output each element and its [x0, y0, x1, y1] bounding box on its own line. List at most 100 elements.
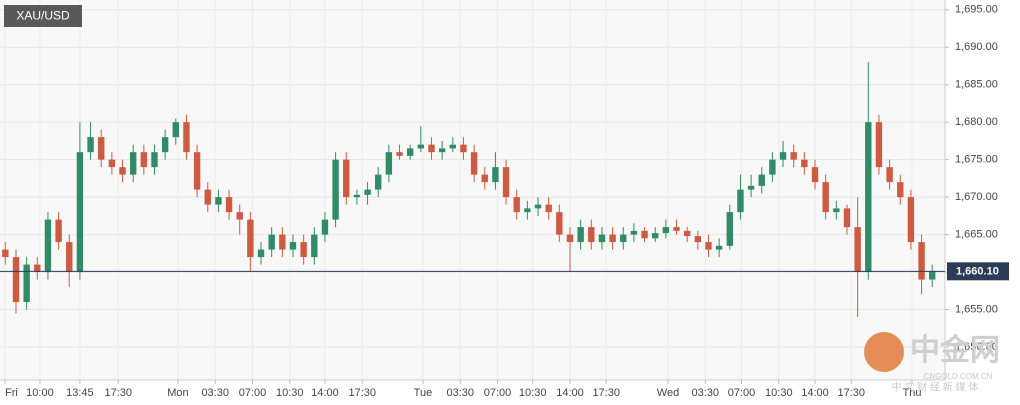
x-tick-label: 07:00: [484, 387, 512, 399]
candle-body: [438, 148, 446, 153]
candle-body: [289, 242, 297, 250]
candle-body: [55, 219, 62, 243]
candle-body: [183, 122, 190, 153]
candle-body: [588, 227, 595, 243]
candle-body: [225, 197, 233, 213]
candle-body: [620, 234, 627, 243]
x-tick-label: 03:30: [692, 387, 720, 399]
symbol: XAU/USD: [16, 9, 70, 23]
candle-body: [779, 152, 787, 160]
candle-body: [641, 230, 648, 239]
x-tick-label: 10:30: [519, 387, 547, 399]
candle-body: [385, 152, 393, 175]
candle-body: [865, 122, 872, 273]
x-tick-label: 17:30: [837, 387, 865, 399]
x-tick-label: 10:00: [26, 387, 54, 399]
x-tick-label: 13:45: [66, 387, 94, 399]
candle-body: [353, 194, 361, 198]
x-tick-label: 14:00: [801, 387, 829, 399]
watermark-slogan: 中 文 财 经 新 媒 体: [892, 381, 979, 394]
candle-body: [34, 264, 41, 273]
x-tick-label: 03:30: [446, 387, 474, 399]
y-tick-label: 1,675.00: [955, 154, 998, 166]
candle-body: [715, 245, 723, 250]
x-tick-label: 10:30: [765, 387, 793, 399]
candle-body: [556, 212, 563, 235]
symbol-box: [4, 5, 82, 27]
candle-body: [76, 152, 84, 273]
candle-body: [470, 152, 478, 175]
candle-body: [98, 137, 105, 160]
candle-body: [769, 159, 776, 175]
x-tick-label: Tue: [414, 387, 433, 399]
y-tick-label: 1,680.00: [955, 116, 998, 128]
candle-body: [524, 208, 531, 213]
x-tick-label: Fri: [5, 387, 18, 399]
watermark-site: CNGOLD.COM.CN: [924, 372, 993, 381]
y-tick-label: 1,670.00: [955, 191, 998, 203]
x-tick-label: 17:30: [592, 387, 620, 399]
x-tick-label: Mon: [167, 387, 188, 399]
candle-body: [23, 264, 30, 303]
candle-body: [683, 230, 691, 237]
candle-body: [129, 152, 137, 175]
candle-body: [630, 230, 638, 235]
candle-body: [364, 189, 371, 195]
candle-body: [907, 197, 915, 243]
candle-body: [300, 242, 307, 258]
candle-body: [875, 122, 883, 168]
y-tick-label: 1,690.00: [955, 41, 998, 53]
candle-body: [204, 189, 211, 205]
candle-body: [44, 219, 52, 273]
candle-body: [929, 271, 936, 280]
candle-body: [897, 182, 904, 198]
x-tick-label: 10:30: [276, 387, 304, 399]
candle-body: [108, 159, 116, 168]
candle-body: [513, 197, 520, 213]
candle-body: [843, 208, 851, 228]
candle-body: [172, 122, 179, 138]
candle-body: [161, 137, 169, 153]
candle-body: [705, 242, 712, 250]
candle-body: [311, 234, 318, 258]
candle-body: [673, 227, 680, 231]
x-tick-label: Wed: [657, 387, 679, 399]
candle-body: [737, 189, 744, 213]
candle-body: [332, 159, 339, 220]
x-tick-label: 07:00: [728, 387, 756, 399]
x-tick-label: 14:00: [556, 387, 584, 399]
x-tick-label: Thu: [902, 387, 921, 399]
x-tick-label: 17:30: [104, 387, 132, 399]
y-tick-label: 1,655.00: [955, 303, 998, 315]
candles: [2, 62, 936, 318]
y-tick-label: 1,695.00: [955, 4, 998, 16]
y-tick-label: 1,685.00: [955, 79, 998, 91]
candle-body: [417, 144, 425, 149]
candle-body: [609, 234, 616, 243]
candle-body: [886, 167, 893, 183]
candle-body: [119, 167, 126, 175]
candle-body: [215, 197, 222, 205]
candle-body: [545, 204, 552, 213]
candle-body: [151, 152, 158, 168]
x-tick-label: 17:30: [348, 387, 376, 399]
candle-body: [502, 167, 510, 198]
x-tick-label: 03:30: [201, 387, 229, 399]
candle-body: [343, 159, 350, 198]
candle-body: [236, 212, 243, 220]
candle-body: [492, 167, 499, 183]
candle-body: [694, 236, 702, 243]
candle-body: [396, 152, 403, 156]
candle-body: [449, 144, 456, 149]
candle-body: [726, 212, 733, 246]
watermark-name: 中金网: [910, 333, 1000, 367]
candle-body: [918, 242, 925, 280]
candle-body: [790, 152, 797, 160]
candle-body: [577, 227, 584, 243]
candle-body: [66, 242, 73, 273]
candle-body: [87, 137, 94, 153]
candle-body: [534, 204, 542, 209]
last-price-box: [947, 262, 1009, 281]
plot-area: [0, 0, 945, 380]
